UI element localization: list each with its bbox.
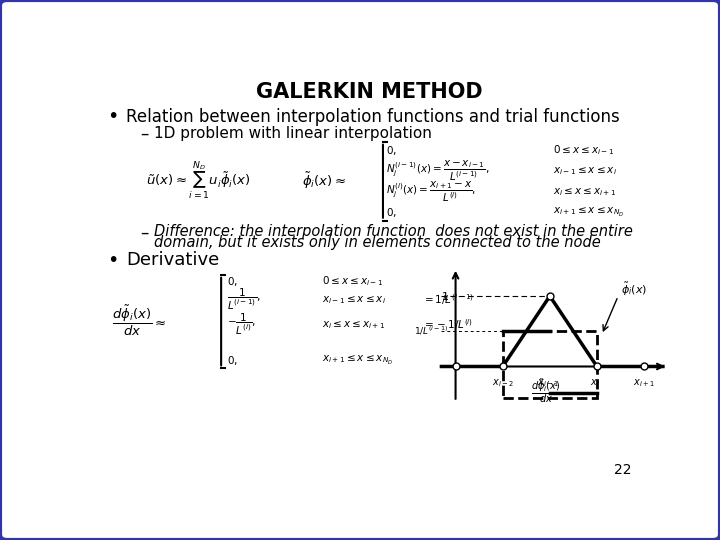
Text: •: •	[107, 251, 118, 269]
Text: $x_{i+1} \leq x \leq x_{N_D}$: $x_{i+1} \leq x \leq x_{N_D}$	[322, 354, 392, 367]
Text: $\tilde{u}(x) \approx \sum_{i=1}^{N_D} u_i \tilde{\phi}_i(x)$: $\tilde{u}(x) \approx \sum_{i=1}^{N_D} u…	[145, 160, 251, 202]
Text: $x_{i+1}$: $x_{i+1}$	[633, 377, 655, 389]
Text: $0,$: $0,$	[386, 144, 397, 157]
Text: GALERKIN METHOD: GALERKIN METHOD	[256, 82, 482, 102]
Text: $0,$: $0,$	[227, 274, 238, 287]
Text: $x_i \leq x \leq x_{i+1}$: $x_i \leq x \leq x_{i+1}$	[322, 319, 385, 330]
Text: $1$: $1$	[441, 290, 449, 302]
Text: $0 \leq x \leq x_{i-1}$: $0 \leq x \leq x_{i-1}$	[553, 143, 614, 157]
Text: $N_j^{(i-1)}(x) = \dfrac{x - x_{i-1}}{L^{(i-1)}},$: $N_j^{(i-1)}(x) = \dfrac{x - x_{i-1}}{L^…	[386, 158, 490, 183]
Text: $0,$: $0,$	[227, 354, 238, 367]
Text: $\tilde{\phi}_i(x)$: $\tilde{\phi}_i(x)$	[621, 280, 647, 298]
Text: $\dfrac{1}{L^{(i-1)}},$: $\dfrac{1}{L^{(i-1)}},$	[227, 287, 261, 312]
Text: –: –	[140, 124, 148, 143]
Text: Difference: the interpolation function  does not exist in the entire: Difference: the interpolation function d…	[154, 224, 633, 239]
Text: –: –	[140, 224, 148, 242]
Text: $\tilde{\phi}_i(x) \approx$: $\tilde{\phi}_i(x) \approx$	[302, 171, 346, 192]
Text: 22: 22	[613, 463, 631, 477]
Text: $-\dfrac{1}{L^{(i)}},$: $-\dfrac{1}{L^{(i)}},$	[227, 312, 256, 337]
Text: $x_{i-1} \leq x \leq x_i$: $x_{i-1} \leq x \leq x_i$	[553, 165, 617, 177]
Text: $= -1/ L^{(i)}$: $= -1/ L^{(i)}$	[422, 318, 473, 332]
Text: $x_{i-2}$: $x_{i-2}$	[492, 377, 513, 389]
Text: $x_i$: $x_i$	[590, 377, 600, 389]
Text: domain, but it exists only in elements connected to the node: domain, but it exists only in elements c…	[154, 235, 601, 250]
Text: $0 \leq x \leq x_{i-1}$: $0 \leq x \leq x_{i-1}$	[322, 274, 383, 288]
Text: 1D problem with linear interpolation: 1D problem with linear interpolation	[154, 126, 432, 141]
Text: $\dfrac{d\tilde{\phi}_i(x)}{dx}$: $\dfrac{d\tilde{\phi}_i(x)}{dx}$	[531, 377, 562, 405]
Text: $x_{i-1} \leq x \leq x_i$: $x_{i-1} \leq x \leq x_i$	[322, 294, 386, 306]
Text: $x_{i-1}$: $x_{i-1}$	[536, 377, 559, 389]
Text: Relation between interpolation functions and trial functions: Relation between interpolation functions…	[126, 108, 620, 126]
Text: $0,$: $0,$	[386, 206, 397, 219]
Text: $1/L^{(i-1)}$: $1/L^{(i-1)}$	[414, 325, 449, 338]
Text: $= 1/ L^{(i-1)}$: $= 1/ L^{(i-1)}$	[422, 292, 474, 307]
Text: $x_{i+1} \leq x \leq x_{N_D}$: $x_{i+1} \leq x \leq x_{N_D}$	[553, 206, 624, 219]
Text: $N_j^{(i)}(x) = \dfrac{x_{i+1} - x}{L^{(i)}},$: $N_j^{(i)}(x) = \dfrac{x_{i+1} - x}{L^{(…	[386, 179, 476, 204]
Bar	[503, 331, 597, 398]
Text: •: •	[107, 107, 118, 126]
Text: $x_i \leq x \leq x_{i+1}$: $x_i \leq x \leq x_{i+1}$	[553, 186, 616, 198]
Text: $\dfrac{d\tilde{\phi}_i(x)}{dx} \approx$: $\dfrac{d\tilde{\phi}_i(x)}{dx} \approx$	[112, 303, 166, 338]
Text: Derivative: Derivative	[126, 251, 220, 269]
